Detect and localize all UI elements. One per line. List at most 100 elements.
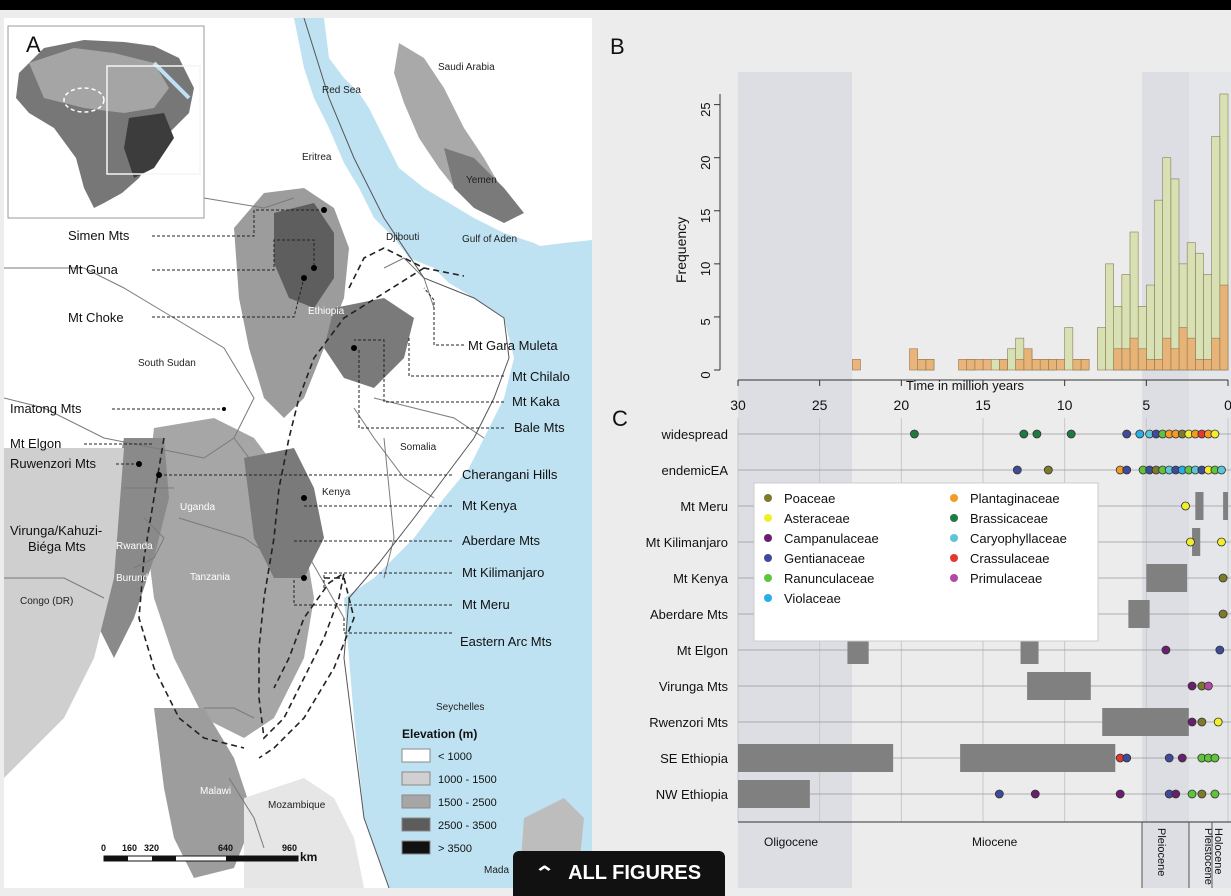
c-point bbox=[1181, 501, 1190, 511]
map-svg: Elevation (m) < 1000 1000 - 1500 1500 - … bbox=[4, 18, 592, 888]
b-bar bbox=[958, 359, 967, 371]
c-point bbox=[1187, 681, 1197, 691]
panel-b-label: B bbox=[610, 34, 625, 59]
region-kenya: Kenya bbox=[322, 487, 351, 498]
scale-unit: km bbox=[300, 850, 317, 864]
congo-lowland bbox=[4, 448, 124, 778]
c-row-label: Rwenzori Mts bbox=[649, 715, 728, 730]
c-point bbox=[1171, 789, 1181, 799]
b-xlabel: Time in million years bbox=[906, 378, 1024, 393]
b-bar bbox=[1039, 359, 1049, 371]
c-point bbox=[1210, 429, 1220, 439]
label-imatong-mts: Imatong Mts bbox=[10, 401, 82, 416]
region-madagascar: Mada bbox=[484, 865, 509, 876]
c-range-bar bbox=[1128, 600, 1150, 628]
b-bar bbox=[909, 348, 918, 371]
legend-label: Caryophyllaceae bbox=[970, 531, 1067, 546]
yemen-highlands bbox=[444, 148, 524, 223]
epoch-pleistocene: Pleistocene bbox=[1202, 828, 1214, 885]
c-range-bar bbox=[1027, 672, 1091, 700]
elevation-label-4: 2500 - 3500 bbox=[438, 820, 497, 832]
c-point bbox=[1210, 753, 1220, 763]
panel-a-label: A bbox=[26, 32, 41, 57]
c-point bbox=[1177, 753, 1187, 763]
c-range-bar bbox=[1146, 564, 1188, 592]
c-point bbox=[1204, 681, 1213, 691]
c-point bbox=[1122, 465, 1132, 475]
region-saudi-arabia: Saudi Arabia bbox=[438, 62, 495, 73]
region-tanzania: Tanzania bbox=[190, 572, 230, 583]
c-row-label: Mt Kenya bbox=[673, 571, 729, 586]
legend-swatch bbox=[950, 494, 958, 502]
label-mt-chilalo: Mt Chilalo bbox=[512, 369, 570, 384]
b-bar bbox=[1211, 136, 1221, 371]
c-range-bar bbox=[1223, 492, 1228, 520]
top-bar bbox=[0, 0, 1231, 10]
legend-label: Brassicaceae bbox=[970, 511, 1048, 526]
c-bars bbox=[738, 492, 1228, 808]
legend-swatch bbox=[764, 534, 772, 542]
b-bar bbox=[852, 359, 861, 371]
b-ytick-label: 0 bbox=[698, 371, 713, 378]
c-point bbox=[909, 429, 919, 439]
b-bar bbox=[999, 359, 1008, 371]
epoch-holocene: Holocene bbox=[1212, 828, 1224, 874]
label-aberdare-mts: Aberdare Mts bbox=[462, 533, 541, 548]
c-point bbox=[1217, 537, 1226, 547]
b-bar bbox=[1211, 337, 1221, 371]
c-row-label: NW Ethiopia bbox=[656, 787, 729, 802]
peak-markers bbox=[136, 207, 357, 581]
legend-swatch bbox=[950, 534, 958, 542]
ethiopia-highlands-2 bbox=[274, 203, 334, 308]
b-bar bbox=[1219, 284, 1229, 371]
legend-label: Ranunculaceae bbox=[784, 571, 874, 586]
c-point bbox=[1213, 717, 1223, 727]
c-point bbox=[1030, 789, 1040, 799]
legend-label: Gentianaceae bbox=[784, 551, 865, 566]
legend-swatch bbox=[764, 514, 772, 522]
b-bar bbox=[1178, 327, 1188, 371]
c-legend: Poaceae Asteraceae Campanulaceae Gentianace… bbox=[753, 482, 1099, 642]
b-xtick-label: 5 bbox=[1142, 397, 1150, 413]
elevation-legend: Elevation (m) < 1000 1000 - 1500 1500 - … bbox=[401, 727, 497, 855]
map-panel: Elevation (m) < 1000 1000 - 1500 1500 - … bbox=[4, 18, 592, 888]
c-range-bar bbox=[738, 780, 810, 808]
country-borders bbox=[4, 197, 485, 849]
scale-tick-3: 640 bbox=[218, 843, 233, 853]
c-range-bar bbox=[1020, 636, 1039, 664]
legend-label: Asteraceae bbox=[784, 511, 850, 526]
b-bar bbox=[1170, 348, 1180, 371]
b-bar bbox=[990, 359, 1000, 371]
b-bar bbox=[1072, 359, 1082, 371]
eastafrica-highlands-3 bbox=[94, 438, 169, 658]
region-djibouti: Djibouti bbox=[386, 232, 419, 243]
all-figures-button[interactable]: ⌃ ALL FIGURES bbox=[513, 851, 725, 896]
b-x-ticks: 30 25 20 15 10 5 0 bbox=[730, 380, 1231, 413]
all-figures-label: ALL FIGURES bbox=[568, 862, 702, 884]
c-point bbox=[1161, 645, 1171, 655]
c-point bbox=[1218, 573, 1228, 583]
b-ytick-label: 15 bbox=[698, 209, 713, 223]
c-row-label: endemicEA bbox=[662, 463, 729, 478]
b-bar bbox=[1015, 359, 1025, 371]
epoch-oligocene: Oligocene bbox=[764, 835, 818, 849]
b-bar bbox=[925, 359, 935, 371]
legend-label: Violaceae bbox=[784, 591, 841, 606]
region-burundi: Burundi bbox=[116, 573, 150, 584]
b-xtick-label: 15 bbox=[975, 397, 991, 413]
region-labels: Saudi Arabia Red Sea Eritrea Yemen Djibo… bbox=[20, 62, 517, 876]
coast-line bbox=[303, 18, 510, 888]
b-bar bbox=[1023, 348, 1033, 371]
c-row-label: Mt Kilimanjaro bbox=[646, 535, 728, 550]
c-range-bar bbox=[847, 636, 869, 664]
legend-swatch bbox=[950, 554, 958, 562]
label-simen-mts: Simen Mts bbox=[68, 228, 130, 243]
elevation-label-5: > 3500 bbox=[438, 843, 472, 855]
b-bar bbox=[1056, 359, 1065, 371]
scale-tick-1: 160 bbox=[122, 843, 137, 853]
elevation-swatch-1 bbox=[401, 748, 431, 763]
b-bar bbox=[1129, 337, 1139, 371]
label-virunga: Virunga/Kahuzi- bbox=[10, 523, 102, 538]
c-points bbox=[909, 429, 1228, 799]
mozambique-land bbox=[244, 778, 364, 888]
